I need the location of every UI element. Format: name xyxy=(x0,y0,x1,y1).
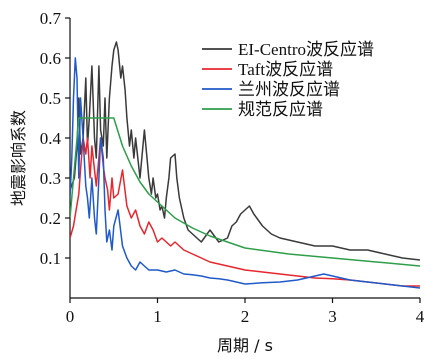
legend-label-1: Taft波反应谱 xyxy=(238,60,333,79)
y-tick-label: 0.6 xyxy=(40,49,61,68)
legend-label-0: EI-Centro波反应谱 xyxy=(238,40,374,59)
series-line-1 xyxy=(70,137,420,287)
x-axis-label: 周期 / s xyxy=(217,336,273,355)
y-tick-label: 0.1 xyxy=(40,249,61,268)
y-axis-label: 地震影响系数 xyxy=(9,110,28,206)
series-group xyxy=(70,41,420,289)
axis-ticks: 0 1 2 3 4 0.1 0.2 0.3 0.4 0.5 0.6 0.7 xyxy=(40,9,425,326)
y-tick-label: 0.5 xyxy=(40,89,61,108)
legend-label-3: 规范反应谱 xyxy=(238,100,323,119)
x-tick-label: 2 xyxy=(241,307,250,326)
legend-label-2: 兰州波反应谱 xyxy=(238,80,340,99)
x-tick-label: 3 xyxy=(328,307,337,326)
x-tick-label: 0 xyxy=(66,307,75,326)
x-tick-label: 4 xyxy=(416,307,425,326)
x-tick-label: 1 xyxy=(153,307,162,326)
y-tick-label: 0.7 xyxy=(40,9,62,28)
y-tick-label: 0.3 xyxy=(40,169,61,188)
y-tick-label: 0.4 xyxy=(40,129,62,148)
series-line-2 xyxy=(70,57,420,289)
series-line-0 xyxy=(70,41,420,261)
series-line-3 xyxy=(70,117,420,267)
y-tick-label: 0.2 xyxy=(40,209,61,228)
